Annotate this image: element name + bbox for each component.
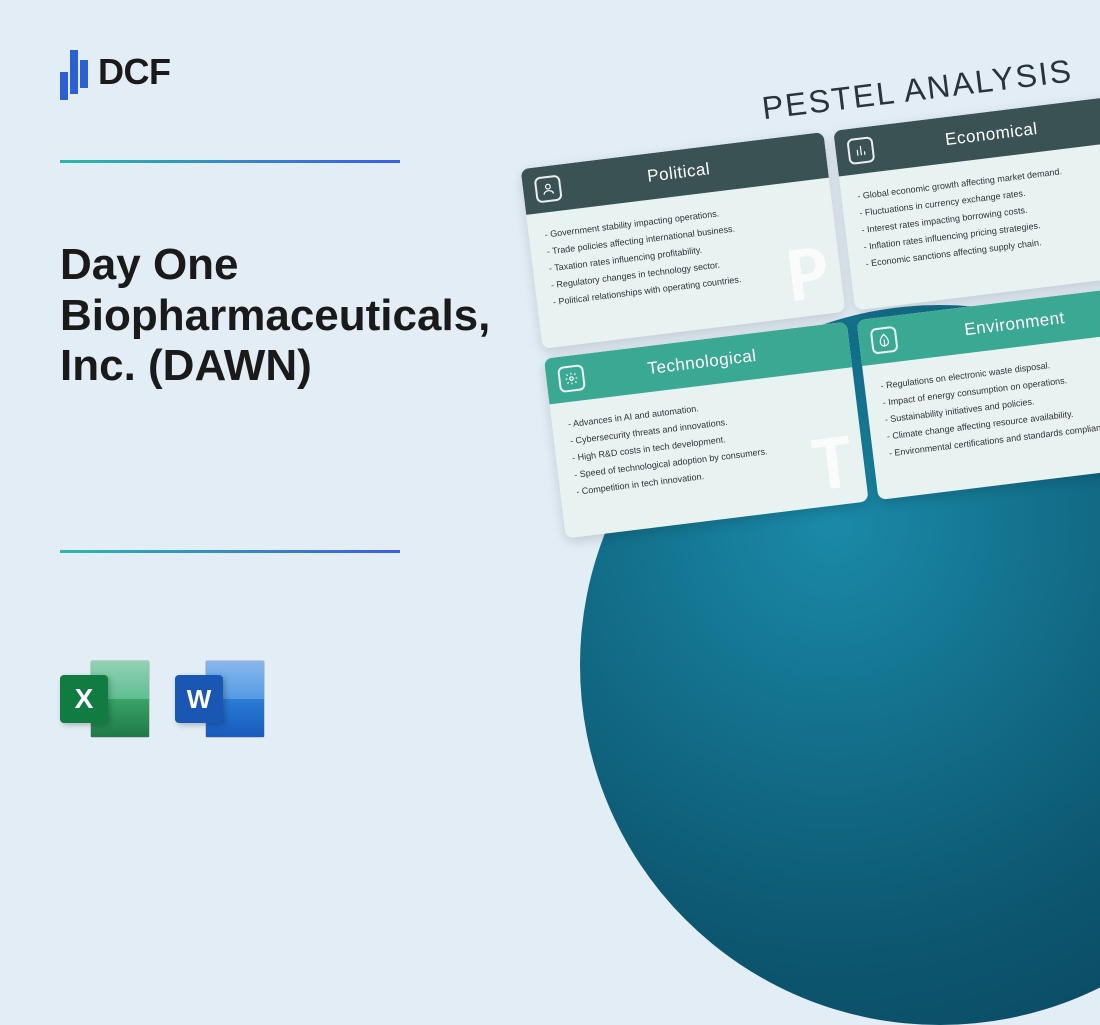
bars-icon xyxy=(846,136,875,165)
pestel-card-political: Political- Government stability impactin… xyxy=(521,132,846,349)
word-letter: W xyxy=(175,675,223,723)
page-title: Day One Biopharmaceuticals, Inc. (DAWN) xyxy=(60,240,460,392)
excel-letter: X xyxy=(60,675,108,723)
person-icon xyxy=(534,174,563,203)
divider-bottom xyxy=(60,550,400,553)
logo-bars-icon xyxy=(60,50,88,94)
pestel-panel: PESTEL ANALYSIS Political- Government st… xyxy=(515,45,1100,538)
logo-text: DCF xyxy=(98,51,171,93)
pestel-card-environment: Environment- Regulations on electronic w… xyxy=(857,283,1100,500)
word-file-icon[interactable]: W xyxy=(175,655,265,745)
pestel-grid: Political- Government stability impactin… xyxy=(521,94,1100,539)
excel-file-icon[interactable]: X xyxy=(60,655,150,745)
leaf-icon xyxy=(870,326,899,355)
gear-icon xyxy=(557,364,586,393)
file-icons-row: X W xyxy=(60,655,265,745)
pestel-card-technological: Technological- Advances in AI and automa… xyxy=(544,322,869,539)
logo: DCF xyxy=(60,50,171,94)
divider-top xyxy=(60,160,400,163)
page-root: DCF Day One Biopharmaceuticals, Inc. (DA… xyxy=(0,0,1100,805)
pestel-card-economical: Economical- Global economic growth affec… xyxy=(833,94,1100,311)
